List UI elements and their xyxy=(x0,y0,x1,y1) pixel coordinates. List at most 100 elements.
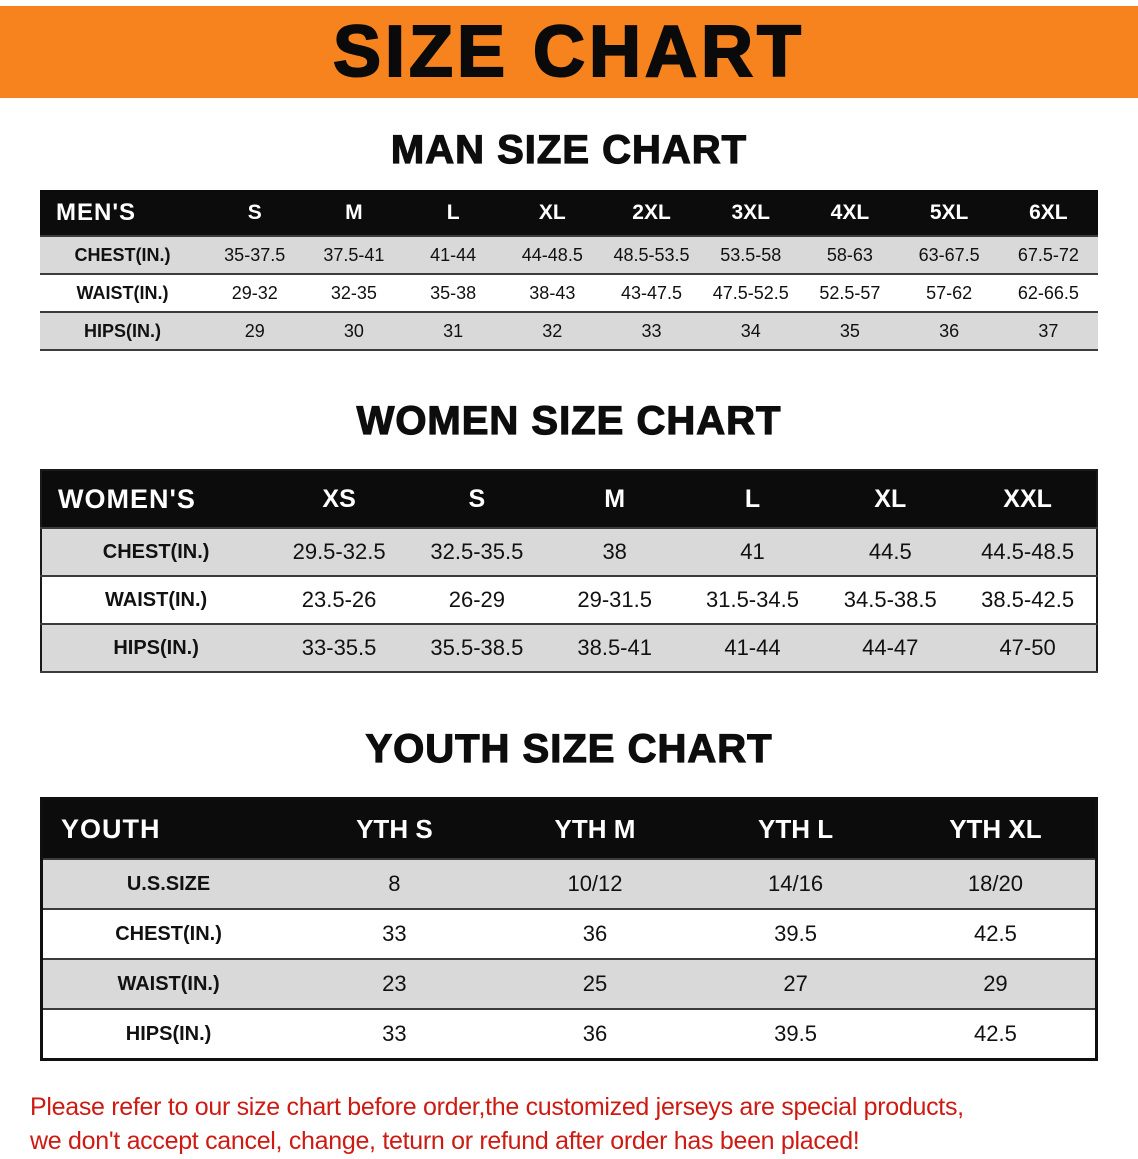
youth-section-heading: YOUTH SIZE CHART xyxy=(365,726,773,771)
size-value-cell: 58-63 xyxy=(826,244,873,265)
row-label-cell: WAIST(IN.) xyxy=(117,972,220,995)
table-row: U.S.SIZE 8 10/12 14/16 18/20 xyxy=(41,859,1097,909)
notice-line-1: Please refer to our size chart before or… xyxy=(30,1093,964,1121)
size-header-cell: 2XL xyxy=(601,190,702,236)
size-value-cell: 41-44 xyxy=(430,244,477,265)
table-title-cell: YOUTH xyxy=(41,798,295,859)
order-notice: Please refer to our size chart before or… xyxy=(30,1091,1108,1159)
size-value-cell: 38-43 xyxy=(529,282,576,303)
size-value-cell: 23.5-26 xyxy=(301,587,377,612)
size-header-cell: YTH S xyxy=(294,798,495,859)
size-header-cell: S xyxy=(407,470,546,528)
row-label-cell: WAIST(IN.) xyxy=(104,588,208,611)
youth-section: YOUTH SIZE CHART YOUTH YTH S YTH M YTH L YTH… xyxy=(0,726,1138,1061)
size-value-cell: 57-62 xyxy=(926,282,973,303)
size-value-cell: 35-37.5 xyxy=(224,244,286,265)
size-value-cell: 48.5-53.5 xyxy=(613,244,690,265)
size-value-cell: 29 xyxy=(244,320,265,341)
size-value-cell: 29-32 xyxy=(231,282,278,303)
table-row: WAIST(IN.) 23.5-26 26-29 29-31.5 31.5-34.5 34… xyxy=(41,576,1097,624)
size-header-cell: YTH L xyxy=(695,798,896,859)
size-value-cell: 53.5-58 xyxy=(720,244,782,265)
size-value-cell: 39.5 xyxy=(774,1021,817,1046)
row-label-cell: U.S.SIZE xyxy=(126,872,211,895)
row-label-cell: CHEST(IN.) xyxy=(102,540,210,563)
size-value-cell: 32-35 xyxy=(330,282,377,303)
size-value-cell: 63-67.5 xyxy=(918,244,980,265)
men-section-heading: MAN SIZE CHART xyxy=(390,127,748,172)
size-value-cell: 10/12 xyxy=(567,871,623,896)
size-value-cell: 44.5-48.5 xyxy=(981,539,1075,564)
size-header-cell: L xyxy=(683,470,822,528)
table-row: WAIST(IN.) 29-32 32-35 35-38 38-43 43-47.5 47.… xyxy=(40,274,1098,312)
size-header-cell: S xyxy=(205,190,305,236)
size-value-cell: 38.5-42.5 xyxy=(981,587,1075,612)
size-header-cell: YTH XL xyxy=(895,798,1097,859)
size-header-cell: YTH M xyxy=(494,798,696,859)
size-value-cell: 33 xyxy=(641,320,662,341)
size-value-cell: 62-66.5 xyxy=(1017,282,1079,303)
size-table: YOUTH YTH S YTH M YTH L YTH XL U.S.SIZE 8 10/12… xyxy=(40,797,1098,1061)
size-value-cell: 8 xyxy=(388,871,401,896)
size-value-cell: 44-48.5 xyxy=(521,244,583,265)
size-value-cell: 37.5-41 xyxy=(323,244,385,265)
size-value-cell: 37 xyxy=(1038,320,1059,341)
row-label-cell: CHEST(IN.) xyxy=(74,244,171,265)
notice-line-2: we don't accept cancel, change, teturn o… xyxy=(30,1126,860,1155)
size-value-cell: 42.5 xyxy=(974,1021,1017,1046)
size-value-cell: 41-44 xyxy=(724,635,781,660)
size-value-cell: 29-31.5 xyxy=(577,587,652,612)
women-size-table: WOMEN'S XS S M L XL XXL CHEST(IN.) 29.5-32.5 32.5… xyxy=(40,469,1098,673)
size-value-cell: 44.5 xyxy=(868,539,912,564)
size-value-cell: 32.5-35.5 xyxy=(430,539,524,564)
row-label-cell: CHEST(IN.) xyxy=(115,922,222,945)
size-value-cell: 35-38 xyxy=(430,282,477,303)
row-label-cell: HIPS(IN.) xyxy=(113,636,199,659)
banner: SIZE CHART xyxy=(0,6,1138,98)
size-value-cell: 36 xyxy=(939,320,960,341)
size-value-cell: 44-47 xyxy=(862,635,919,660)
women-section-heading: WOMEN SIZE CHART xyxy=(356,398,782,443)
table-row: CHEST(IN.) 33 36 39.5 42.5 xyxy=(41,909,1097,959)
table-row: HIPS(IN.) 33 36 39.5 42.5 xyxy=(41,1009,1097,1060)
size-value-cell: 36 xyxy=(582,1021,608,1046)
size-value-cell: 39.5 xyxy=(774,921,817,946)
size-value-cell: 38 xyxy=(602,539,627,564)
women-section: WOMEN SIZE CHART WOMEN'S XS S M L XL XXL CHEST(… xyxy=(0,398,1138,673)
size-value-cell: 47.5-52.5 xyxy=(712,282,789,303)
men-size-table: MEN'S S M L XL 2XL 3XL 4XL 5XL 6XL CHEST(IN.) 35-37… xyxy=(40,190,1098,351)
size-table: MEN'S S M L XL 2XL 3XL 4XL 5XL 6XL CHEST(IN.) 35-37… xyxy=(40,190,1098,351)
size-value-cell: 25 xyxy=(582,971,608,996)
row-label-cell: HIPS(IN.) xyxy=(84,320,162,341)
men-section: MAN SIZE CHART MEN'S S M L XL 2XL 3XL 4XL 5XL 6XL… xyxy=(0,127,1138,351)
table-row: HIPS(IN.) 33-35.5 35.5-38.5 38.5-41 41-44 44-… xyxy=(41,624,1097,672)
size-value-cell: 41 xyxy=(740,539,765,564)
size-value-cell: 38.5-41 xyxy=(577,635,652,660)
size-value-cell: 36 xyxy=(582,921,608,946)
size-value-cell: 30 xyxy=(343,320,364,341)
header-row: MEN'S S M L XL 2XL 3XL 4XL 5XL 6XL xyxy=(40,190,1098,236)
size-value-cell: 31 xyxy=(443,320,464,341)
row-label-cell: HIPS(IN.) xyxy=(125,1022,212,1045)
size-value-cell: 29 xyxy=(983,971,1008,996)
size-value-cell: 23 xyxy=(382,971,407,996)
table-title-cell: WOMEN'S xyxy=(41,470,271,528)
size-value-cell: 14/16 xyxy=(768,871,824,896)
size-value-cell: 33 xyxy=(382,921,407,946)
size-header-cell: XL xyxy=(502,190,602,236)
table-title-cell: MEN'S xyxy=(40,190,206,236)
page-title: SIZE CHART xyxy=(332,12,805,92)
size-value-cell: 29.5-32.5 xyxy=(292,539,386,564)
youth-size-table: YOUTH YTH S YTH M YTH L YTH XL U.S.SIZE 8 10/12… xyxy=(40,797,1098,1061)
row-label-cell: WAIST(IN.) xyxy=(76,282,169,303)
size-value-cell: 52.5-57 xyxy=(819,282,881,303)
size-value-cell: 67.5-72 xyxy=(1017,244,1079,265)
size-value-cell: 26-29 xyxy=(448,587,506,612)
size-table: WOMEN'S XS S M L XL XXL CHEST(IN.) 29.5-32.5 32.5… xyxy=(40,469,1098,673)
size-value-cell: 33 xyxy=(382,1021,407,1046)
size-value-cell: 42.5 xyxy=(974,921,1017,946)
size-header-cell: 4XL xyxy=(800,190,900,236)
size-value-cell: 35.5-38.5 xyxy=(430,635,524,660)
size-value-cell: 27 xyxy=(783,971,808,996)
size-header-cell: L xyxy=(403,190,503,236)
